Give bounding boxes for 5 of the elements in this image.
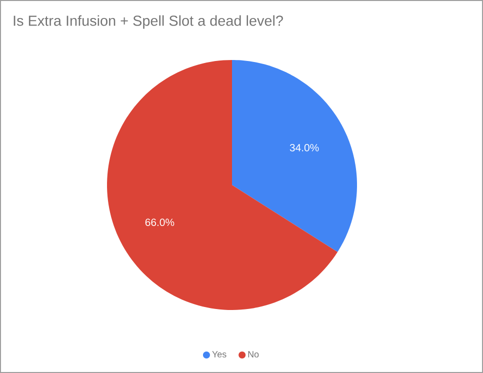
chart-title: Is Extra Infusion + Spell Slot a dead level? — [14, 15, 283, 29]
legend-label: Yes — [212, 351, 226, 358]
data-label: 66.0% — [145, 218, 174, 226]
legend-label: No — [248, 351, 259, 358]
data-label: 34.0% — [290, 144, 319, 152]
